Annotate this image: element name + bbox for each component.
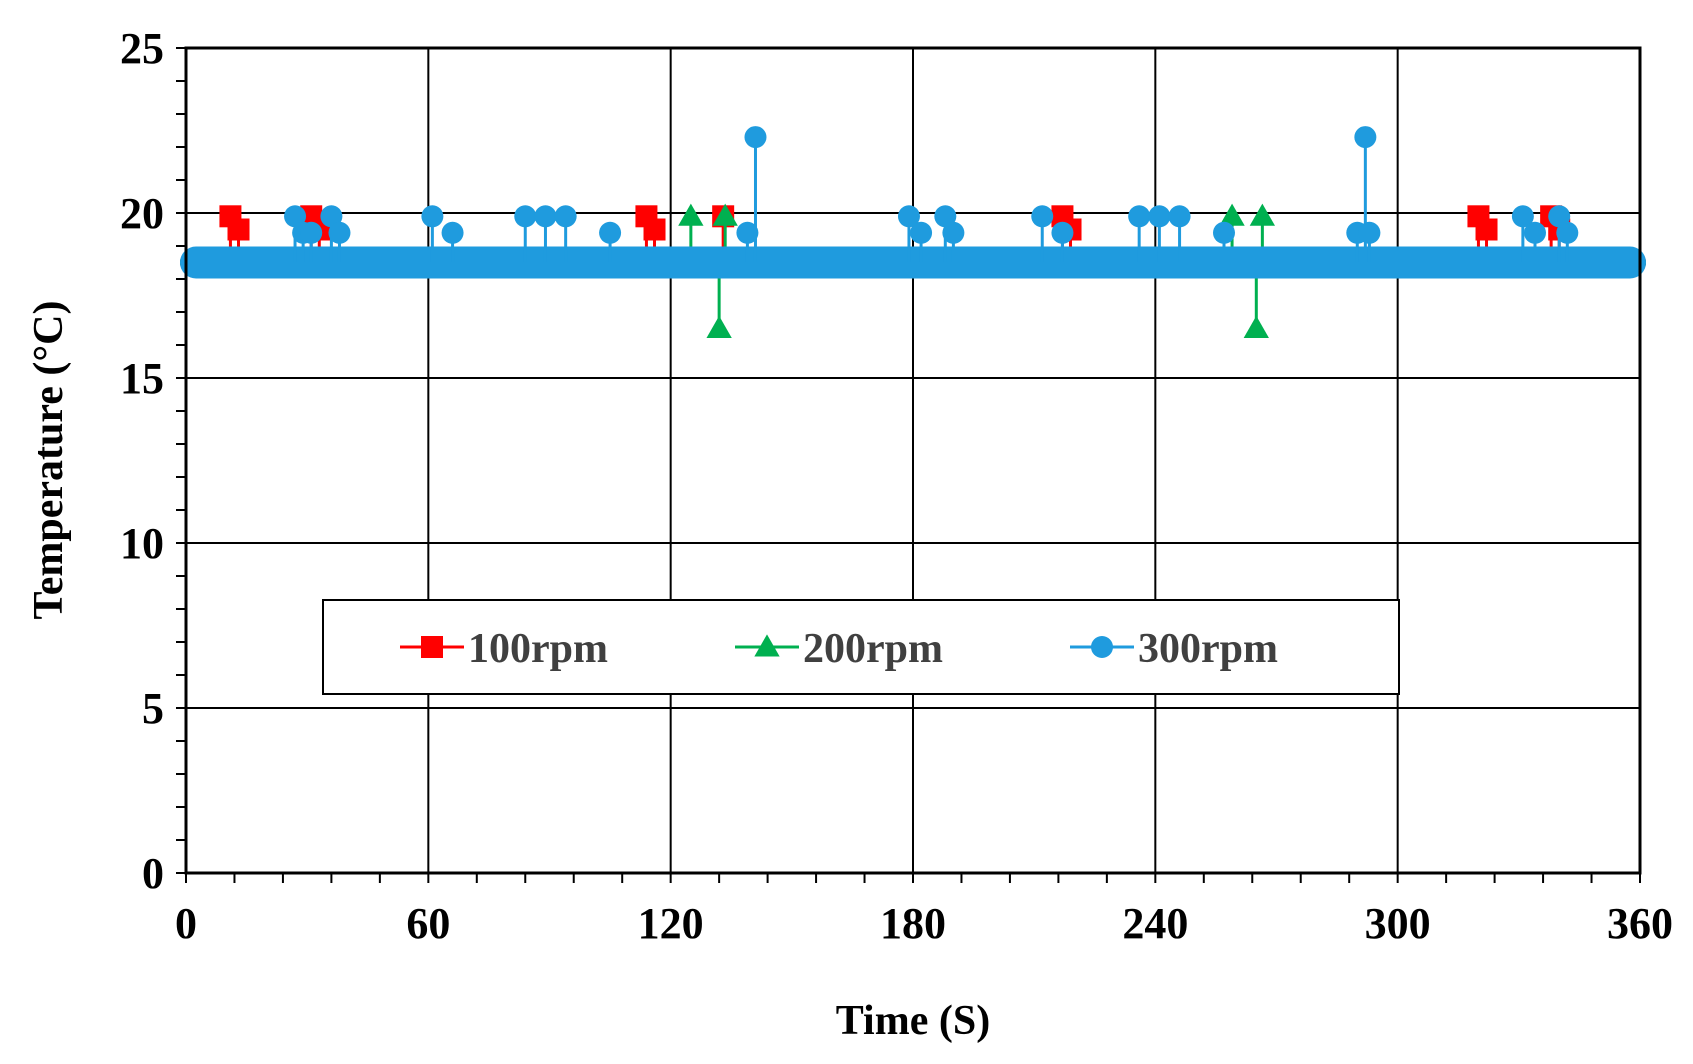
y-tick-label: 25 [120, 24, 164, 73]
data-point [554, 205, 577, 228]
legend-marker [421, 636, 443, 658]
x-tick-label: 60 [406, 899, 450, 948]
series-baseline-band [180, 246, 1646, 279]
y-tick-label: 15 [120, 354, 164, 403]
legend-label: 100rpm [468, 626, 608, 672]
legend-marker [1091, 636, 1113, 658]
data-point [1031, 205, 1054, 228]
data-point [910, 221, 933, 244]
data-point [1511, 205, 1534, 228]
data-point [1249, 203, 1276, 226]
y-tick-labels: 0 5 10 15 20 25 [120, 24, 164, 898]
data-point [328, 221, 351, 244]
y-tick-label: 5 [142, 684, 164, 733]
legend-items: 100rpm 200rpm 300rpm [400, 626, 1278, 672]
y-tick-label: 20 [120, 189, 164, 238]
series-300rpm [180, 126, 1646, 279]
data-point [934, 205, 957, 228]
data-point [534, 205, 557, 228]
data-point [744, 126, 767, 149]
data-point [441, 221, 464, 244]
x-axis-title: Time (S) [836, 998, 990, 1044]
data-point [300, 221, 323, 244]
legend-marker [754, 634, 780, 657]
legend-box [322, 599, 1400, 695]
data-point [1475, 218, 1498, 241]
y-axis-title: Temperature (°C) [26, 301, 72, 620]
data-point [942, 221, 965, 244]
data-point [706, 315, 732, 338]
data-point [227, 218, 250, 241]
x-tick-label: 240 [1122, 899, 1188, 948]
data-point [1168, 205, 1191, 228]
x-tick-label: 300 [1365, 899, 1431, 948]
data-point [1243, 315, 1269, 338]
data-point [897, 205, 920, 228]
data-point [1556, 221, 1579, 244]
data-point [712, 203, 738, 226]
data-point [1523, 221, 1546, 244]
minor-ticks [176, 47, 1641, 883]
series-layer [180, 126, 1646, 338]
data-point [1548, 205, 1571, 228]
data-point [678, 203, 704, 226]
data-point [599, 221, 622, 244]
legend-label: 300rpm [1138, 626, 1278, 672]
x-tick-labels: 0 60 120 180 240 300 360 [175, 899, 1673, 948]
data-point [736, 221, 759, 244]
data-point [1051, 221, 1074, 244]
data-point [1354, 126, 1377, 149]
legend-label: 200rpm [803, 626, 943, 672]
y-tick-label: 10 [120, 519, 164, 568]
data-point [1358, 221, 1381, 244]
data-point [643, 218, 666, 241]
x-tick-label: 0 [175, 899, 197, 948]
data-point [320, 205, 343, 228]
x-tick-label: 120 [638, 899, 704, 948]
data-point [421, 205, 444, 228]
x-tick-label: 180 [880, 899, 946, 948]
data-point [1219, 203, 1245, 226]
data-point [1148, 205, 1171, 228]
y-tick-label: 0 [142, 849, 164, 898]
data-point [284, 205, 307, 228]
legend: 100rpm 200rpm 300rpm [322, 599, 1400, 695]
data-point [1128, 205, 1151, 228]
plot-border [184, 46, 1642, 875]
x-tick-label: 360 [1607, 899, 1673, 948]
data-point [514, 205, 537, 228]
data-point [1212, 221, 1235, 244]
